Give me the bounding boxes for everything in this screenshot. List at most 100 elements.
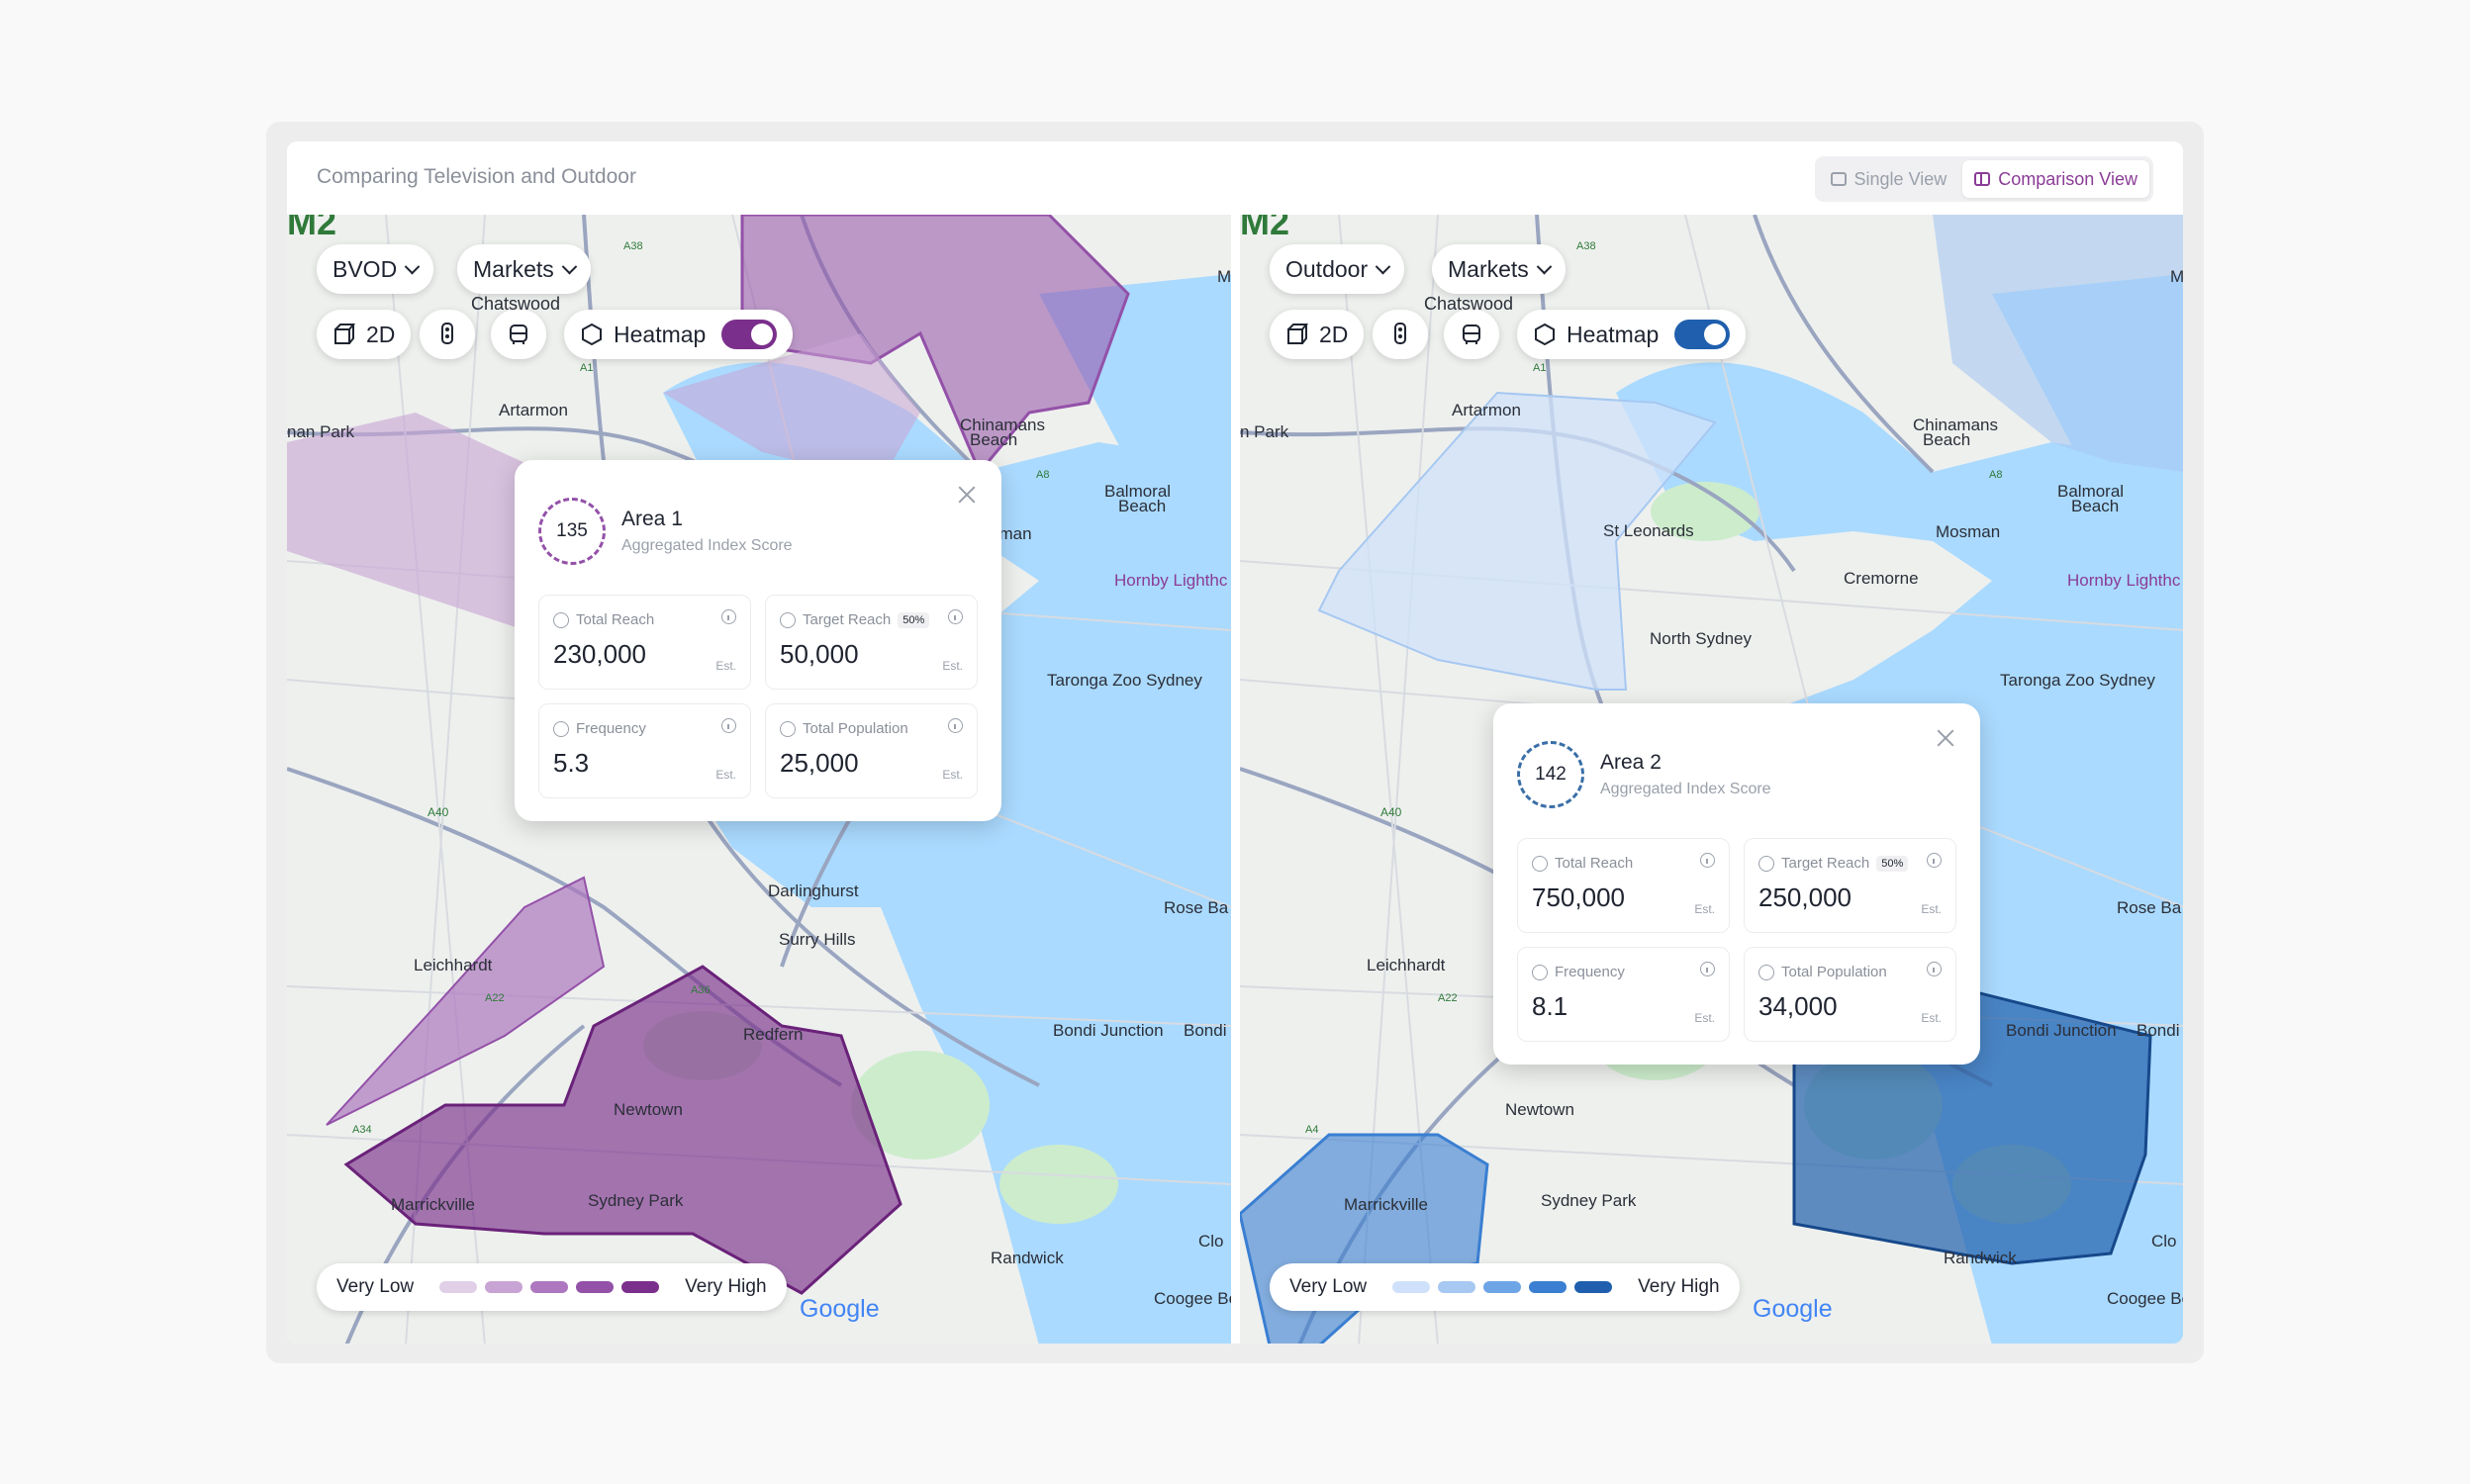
heat-area-low-west xyxy=(287,413,584,630)
close-icon[interactable] xyxy=(956,484,978,506)
info-icon[interactable] xyxy=(1927,962,1942,976)
stat-label-row: Frequency xyxy=(1532,964,1625,980)
target-reach-card: Target Reach 50% 250,000 Est. xyxy=(1744,838,1956,933)
info-icon[interactable] xyxy=(1927,853,1942,868)
map-place-label: Beach xyxy=(2071,497,2119,515)
map-place-label: n Park xyxy=(1240,422,1289,441)
map-place-label: Ma xyxy=(2170,267,2183,286)
map-place-label: A22 xyxy=(485,992,505,1004)
est-label: Est. xyxy=(1694,1011,1715,1025)
map-place-label: Chinamans xyxy=(1913,416,1998,434)
view-mode-button[interactable]: 2D xyxy=(1270,310,1365,359)
markets-dropdown-value: Markets xyxy=(473,255,554,282)
legend-high-label: Very High xyxy=(1638,1276,1720,1297)
view-mode-label: 2D xyxy=(366,321,396,347)
area-popup: 142 Area 2 Aggregated Index Score Total … xyxy=(1493,703,1980,1065)
frequency-label: Frequency xyxy=(1555,964,1625,980)
heat-area-low-ne xyxy=(1933,215,2183,472)
frequency-card: Frequency 8.1 Est. xyxy=(1517,947,1730,1042)
map-left[interactable]: M2 Chatswood Artarmon Chinamans Beach A8 Balmo… xyxy=(287,215,1231,1344)
map-place-label: Redfern xyxy=(743,1025,803,1044)
view-mode-button[interactable]: 2D xyxy=(317,310,412,359)
clock-icon xyxy=(1532,964,1548,980)
legend-low-label: Very Low xyxy=(1289,1276,1368,1297)
map-place-label: Chatswood xyxy=(471,294,560,314)
target-icon xyxy=(1758,855,1774,872)
close-icon[interactable] xyxy=(1935,727,1956,749)
population-value: 34,000 xyxy=(1758,991,1838,1021)
population-label: Total Population xyxy=(803,720,908,737)
google-g: Google xyxy=(800,1295,880,1323)
index-score-ring: 135 xyxy=(538,498,606,565)
map-place-label: Bondi Junction xyxy=(1053,1021,1164,1040)
bus-icon xyxy=(1463,325,1480,344)
map-place-label: Marrickville xyxy=(1344,1195,1428,1214)
est-label: Est. xyxy=(942,768,963,782)
transit-button[interactable] xyxy=(1444,310,1499,359)
target-reach-value: 250,000 xyxy=(1758,882,1852,912)
info-icon[interactable] xyxy=(948,609,963,624)
transit-button[interactable] xyxy=(491,310,546,359)
heatmap-toggle[interactable] xyxy=(721,320,778,349)
map-place-label: Clo xyxy=(2151,1232,2177,1251)
info-icon[interactable] xyxy=(1700,853,1715,868)
est-label: Est. xyxy=(1921,1011,1942,1025)
map-place-label: Bondi Be xyxy=(1184,1021,1231,1040)
legend-swatch xyxy=(621,1281,660,1293)
stat-label-row: Total Population xyxy=(1758,964,1887,980)
legend-swatch xyxy=(485,1281,523,1293)
area-subtitle: Aggregated Index Score xyxy=(621,537,793,554)
card-header: Comparing Television and Outdoor Single … xyxy=(287,141,2183,215)
heatmap-toggle[interactable] xyxy=(1674,320,1731,349)
stat-label-row: Target Reach 50% xyxy=(1758,855,1909,872)
traffic-light-button[interactable] xyxy=(420,310,475,359)
map-place-label: Rose Ba xyxy=(1164,898,1229,917)
info-icon[interactable] xyxy=(948,718,963,733)
channel-dropdown[interactable]: Outdoor xyxy=(1270,244,1405,294)
info-icon[interactable] xyxy=(721,609,736,624)
map-place-label: nan Park xyxy=(287,422,355,441)
population-card: Total Population 34,000 Est. xyxy=(1744,947,1956,1042)
info-icon[interactable] xyxy=(1700,962,1715,976)
map-right[interactable]: M2 Chatswood Artarmon Chinamans Beach A8 Balmo… xyxy=(1240,215,2183,1344)
markets-dropdown[interactable]: Markets xyxy=(457,244,591,294)
markets-dropdown[interactable]: Markets xyxy=(1432,244,1566,294)
map-place-label: Clo xyxy=(1198,1232,1224,1251)
google-attribution: Google xyxy=(1753,1295,1833,1324)
index-score-ring: 142 xyxy=(1517,741,1584,808)
channel-dropdown-value: Outdoor xyxy=(1285,255,1369,282)
hexagon-icon xyxy=(1535,323,1555,346)
map-place-label: Coogee Be xyxy=(1154,1289,1231,1308)
heatmap-toggle-control[interactable]: Heatmap xyxy=(564,310,794,359)
total-reach-label: Total Reach xyxy=(576,611,655,628)
heat-legend: Very Low Very High xyxy=(1270,1263,1740,1311)
map-place-label: Ma xyxy=(1217,267,1231,286)
map-place-label: A40 xyxy=(1380,805,1402,819)
clock-icon xyxy=(553,720,569,737)
channel-dropdown[interactable]: BVOD xyxy=(317,244,434,294)
est-label: Est. xyxy=(715,659,736,673)
view-mode-label: 2D xyxy=(1319,321,1349,347)
total-reach-label: Total Reach xyxy=(1555,855,1634,872)
comparison-view-button[interactable]: Comparison View xyxy=(1962,160,2149,198)
map-place-label: Balmoral xyxy=(2057,482,2124,501)
people-icon xyxy=(780,720,796,737)
comparison-card: Comparing Television and Outdoor Single … xyxy=(287,141,2183,1344)
chevron-down-icon xyxy=(1375,258,1391,274)
frequency-value: 8.1 xyxy=(1532,991,1568,1021)
map-place-label: Chatswood xyxy=(1424,294,1513,314)
traffic-light-button[interactable] xyxy=(1373,310,1428,359)
total-reach-card: Total Reach 230,000 Est. xyxy=(538,595,751,690)
heat-area-low xyxy=(663,333,920,482)
stat-label-row: Total Reach xyxy=(553,611,654,628)
map-place-label: Leichhardt xyxy=(1367,956,1446,974)
single-view-button[interactable]: Single View xyxy=(1819,160,1959,198)
legend-swatch xyxy=(1392,1281,1431,1293)
frequency-card: Frequency 5.3 Est. xyxy=(538,703,751,798)
map-place-label: A4 xyxy=(1305,1124,1318,1136)
info-icon[interactable] xyxy=(721,718,736,733)
population-label: Total Population xyxy=(1781,964,1887,980)
map-place-label: Marrickville xyxy=(391,1195,475,1214)
heatmap-toggle-control[interactable]: Heatmap xyxy=(1517,310,1747,359)
stat-label-row: Target Reach 50% xyxy=(780,611,930,628)
